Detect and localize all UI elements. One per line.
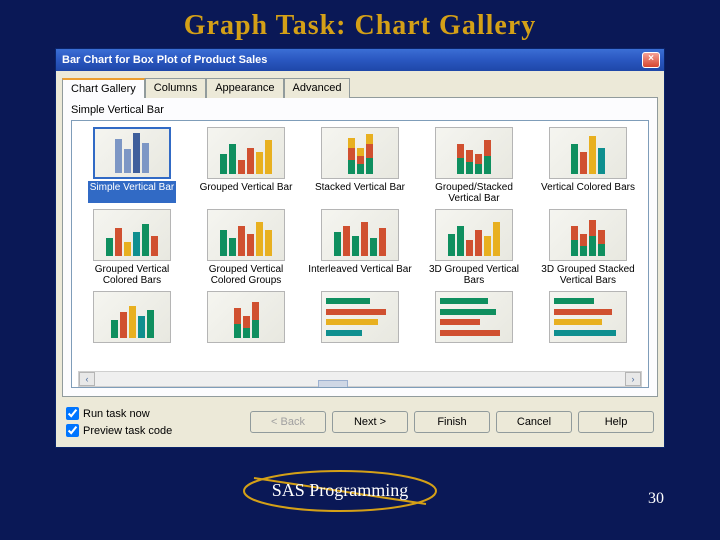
- gallery-item-label: [358, 345, 362, 367]
- checkbox-input[interactable]: [66, 407, 79, 420]
- gallery-item[interactable]: Simple Vertical Bar: [78, 127, 186, 205]
- checkbox-run-task-now[interactable]: Run task now: [66, 407, 172, 420]
- chart-thumb-icon: [207, 209, 285, 261]
- button-row: < Back Next > Finish Cancel Help: [250, 411, 654, 433]
- checkbox-label: Preview task code: [83, 425, 172, 437]
- tab-chart-gallery[interactable]: Chart Gallery: [62, 78, 145, 98]
- close-icon[interactable]: ×: [642, 52, 660, 68]
- chart-thumb-icon: [435, 209, 513, 261]
- horizontal-scrollbar[interactable]: ‹ ›: [78, 371, 642, 387]
- window-title: Bar Chart for Box Plot of Product Sales: [62, 54, 267, 66]
- chart-thumb-icon: [93, 291, 171, 343]
- dialog-window: Bar Chart for Box Plot of Product Sales …: [55, 48, 665, 448]
- tab-panel-chart-gallery: Simple Vertical Bar Simple Vertical Bar G…: [62, 97, 658, 397]
- checkbox-group: Run task now Preview task code: [66, 407, 172, 437]
- gallery-item[interactable]: Grouped Vertical Bar: [192, 127, 300, 205]
- dialog-bottom-row: Run task now Preview task code < Back Next…: [56, 401, 664, 447]
- gallery-item-label: [472, 345, 476, 367]
- gallery-item-label: Grouped Vertical Colored Groups: [192, 263, 300, 287]
- scroll-thumb[interactable]: [318, 380, 348, 388]
- panel-label: Simple Vertical Bar: [71, 104, 649, 116]
- gallery-item[interactable]: [534, 291, 642, 367]
- next-button[interactable]: Next >: [332, 411, 408, 433]
- gallery-item-label: Vertical Colored Bars: [539, 181, 637, 203]
- checkbox-input[interactable]: [66, 424, 79, 437]
- gallery-item[interactable]: Vertical Colored Bars: [534, 127, 642, 205]
- gallery-item[interactable]: 3D Grouped Vertical Bars: [420, 209, 528, 287]
- gallery-item[interactable]: [306, 291, 414, 367]
- tab-bar: Chart GalleryColumnsAppearanceAdvanced: [56, 71, 664, 97]
- gallery-item-label: Stacked Vertical Bar: [313, 181, 407, 203]
- cancel-button[interactable]: Cancel: [496, 411, 572, 433]
- gallery-item-label: 3D Grouped Stacked Vertical Bars: [534, 263, 642, 287]
- gallery-item-label: Grouped Vertical Colored Bars: [78, 263, 186, 287]
- chart-thumb-icon: [93, 209, 171, 261]
- gallery-item-label: Grouped Vertical Bar: [198, 181, 295, 203]
- page-number: 30: [648, 490, 664, 508]
- gallery-item-label: [244, 345, 248, 367]
- gallery-grid: Simple Vertical Bar Grouped Vertical Bar S…: [78, 127, 642, 367]
- tab-appearance[interactable]: Appearance: [206, 78, 283, 98]
- gallery-frame: Simple Vertical Bar Grouped Vertical Bar S…: [71, 120, 649, 388]
- chart-thumb-icon: [207, 127, 285, 179]
- chart-thumb-icon: [549, 291, 627, 343]
- gallery-item-label: Interleaved Vertical Bar: [306, 263, 413, 285]
- gallery-item-label: 3D Grouped Vertical Bars: [420, 263, 528, 287]
- chart-thumb-icon: [207, 291, 285, 343]
- chart-thumb-icon: [321, 291, 399, 343]
- gallery-item-label: [586, 345, 590, 367]
- help-button[interactable]: Help: [578, 411, 654, 433]
- footer-oval: SAS Programming: [240, 468, 440, 514]
- scroll-left-icon[interactable]: ‹: [79, 372, 95, 386]
- gallery-item[interactable]: Grouped Vertical Colored Groups: [192, 209, 300, 287]
- gallery-item-label: Grouped/Stacked Vertical Bar: [420, 181, 528, 205]
- gallery-item[interactable]: [192, 291, 300, 367]
- gallery-item[interactable]: Grouped Vertical Colored Bars: [78, 209, 186, 287]
- tab-advanced[interactable]: Advanced: [284, 78, 351, 98]
- gallery-item[interactable]: Grouped/Stacked Vertical Bar: [420, 127, 528, 205]
- chart-thumb-icon: [435, 291, 513, 343]
- slide-title: Graph Task: Chart Gallery: [0, 0, 720, 48]
- chart-thumb-icon: [549, 127, 627, 179]
- finish-button[interactable]: Finish: [414, 411, 490, 433]
- chart-thumb-icon: [93, 127, 171, 179]
- chart-thumb-icon: [321, 209, 399, 261]
- checkbox-label: Run task now: [83, 408, 150, 420]
- tab-columns[interactable]: Columns: [145, 78, 206, 98]
- titlebar[interactable]: Bar Chart for Box Plot of Product Sales …: [56, 49, 664, 71]
- checkbox-preview-task-code[interactable]: Preview task code: [66, 424, 172, 437]
- footer-text: SAS Programming: [240, 480, 440, 501]
- gallery-item[interactable]: 3D Grouped Stacked Vertical Bars: [534, 209, 642, 287]
- chart-thumb-icon: [321, 127, 399, 179]
- gallery-item[interactable]: Interleaved Vertical Bar: [306, 209, 414, 287]
- gallery-item-label: [130, 345, 134, 367]
- scroll-right-icon[interactable]: ›: [625, 372, 641, 386]
- chart-thumb-icon: [549, 209, 627, 261]
- gallery-item-label: Simple Vertical Bar: [88, 181, 176, 203]
- gallery-item[interactable]: [78, 291, 186, 367]
- chart-thumb-icon: [435, 127, 513, 179]
- gallery-item[interactable]: [420, 291, 528, 367]
- gallery-item[interactable]: Stacked Vertical Bar: [306, 127, 414, 205]
- back-button: < Back: [250, 411, 326, 433]
